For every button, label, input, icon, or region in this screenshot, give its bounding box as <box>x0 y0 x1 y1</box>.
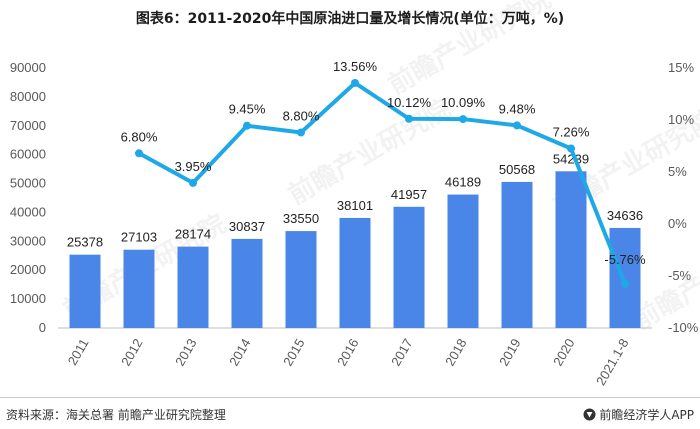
growth-point <box>351 78 359 87</box>
left-tick-label: 90000 <box>10 60 46 75</box>
growth-point <box>459 115 467 124</box>
bar-value-label: 28174 <box>175 227 211 242</box>
bar <box>393 206 425 328</box>
growth-point <box>189 178 197 187</box>
bar <box>231 238 263 328</box>
right-tick-label: 5% <box>668 164 687 179</box>
bar <box>447 194 479 328</box>
bar <box>123 249 155 328</box>
footer: 资料来源：海关总署 前瞻产业研究院整理 前瞻经济学人APP <box>0 397 700 429</box>
growth-value-label: 9.48% <box>499 101 536 116</box>
bar-series <box>69 171 641 328</box>
bar <box>501 181 533 328</box>
bar-value-label: 54239 <box>553 151 589 166</box>
left-tick-label: 50000 <box>10 176 46 191</box>
left-axis: 0 10000 20000 30000 40000 50000 60000 70000 8000… <box>10 60 46 335</box>
bar <box>69 254 101 328</box>
right-tick-label: 10% <box>668 112 694 127</box>
left-tick-label: 40000 <box>10 204 46 219</box>
x-tick-label: 2016 <box>334 336 361 369</box>
bar-value-label: 34636 <box>607 208 643 223</box>
x-axis: 2011 2012 2013 2014 2015 2016 2017 2018 2019 2020… <box>65 336 632 388</box>
growth-value-label: 6.80% <box>121 129 158 144</box>
growth-point <box>135 149 143 158</box>
x-tick-label: 2017 <box>388 336 415 369</box>
x-tick-label: 2013 <box>172 336 199 369</box>
left-tick-label: 60000 <box>10 147 46 162</box>
bar-value-label: 27103 <box>121 230 157 245</box>
left-tick-label: 70000 <box>10 118 46 133</box>
growth-labels: 6.80% 3.95% 9.45% 8.80% 13.56% 10.12% 10.09% 9.… <box>121 59 646 267</box>
bar-value-label: 33550 <box>283 211 319 226</box>
brand-name: 前瞻经济学人APP <box>599 408 694 422</box>
growth-point <box>567 144 575 153</box>
x-tick-label: 2018 <box>442 336 469 369</box>
right-axis: -10% -5% 0% 5% 10% 15% <box>668 60 699 335</box>
x-tick-label: 2014 <box>226 336 253 369</box>
bar-value-label: 41957 <box>391 187 427 202</box>
x-tick-label: 2011 <box>65 336 92 368</box>
growth-value-label: 13.56% <box>333 59 378 74</box>
bar <box>609 227 641 328</box>
left-tick-label: 80000 <box>10 89 46 104</box>
bar-value-label: 46189 <box>445 175 481 190</box>
growth-line-series <box>135 78 629 288</box>
growth-value-label: 7.26% <box>553 124 590 139</box>
x-tick-label: 2020 <box>550 336 577 369</box>
left-tick-label: 10000 <box>10 291 46 306</box>
source-note: 资料来源：海关总署 前瞻产业研究院整理 <box>6 408 226 422</box>
right-tick-label: -5% <box>668 268 692 283</box>
bar-value-label: 50568 <box>499 162 535 177</box>
growth-point <box>297 128 305 137</box>
growth-point <box>513 121 521 130</box>
left-tick-label: 30000 <box>10 233 46 248</box>
x-tick-label: 2021.1-8 <box>593 336 632 388</box>
combo-chart: 前瞻产业研究院前瞻产业研究院前瞻产业研究院前瞻产业研究院前瞻产业研究院 0100… <box>10 0 700 388</box>
left-tick-label: 0 <box>39 320 46 335</box>
qianzhan-logo-icon <box>583 408 596 421</box>
bar-value-label: 30837 <box>229 219 265 234</box>
bar-labels: 25378 27103 28174 30837 33550 38101 41957 46189… <box>67 151 643 249</box>
x-tick-label: 2019 <box>496 336 523 369</box>
chart-title: 图表6：2011-2020年中国原油进口量及增长情况(单位：万吨，%) <box>135 11 565 27</box>
growth-line <box>138 80 627 285</box>
growth-value-label: 10.12% <box>387 95 432 110</box>
growth-point <box>621 279 629 288</box>
growth-value-label: 8.80% <box>283 108 320 123</box>
growth-point <box>243 121 251 130</box>
right-tick-label: 15% <box>668 60 694 75</box>
bar-value-label: 25378 <box>67 235 103 250</box>
bar <box>177 246 209 328</box>
right-tick-label: 0% <box>668 216 687 231</box>
right-tick-label: -10% <box>668 320 699 335</box>
left-tick-label: 20000 <box>10 262 46 277</box>
growth-point <box>405 114 413 123</box>
bar <box>555 171 587 328</box>
bar <box>285 231 317 328</box>
watermark-text: 前瞻产业研究院 <box>383 0 556 101</box>
growth-value-label: -5.76% <box>604 252 646 267</box>
x-tick-label: 2015 <box>280 336 307 369</box>
growth-value-label: 10.09% <box>441 95 486 110</box>
growth-value-label: 3.95% <box>175 159 212 174</box>
bar <box>339 217 371 328</box>
growth-value-label: 9.45% <box>229 102 266 117</box>
bar-value-label: 38101 <box>337 198 373 213</box>
x-tick-label: 2012 <box>118 336 145 369</box>
brand: 前瞻经济学人APP <box>583 406 694 423</box>
